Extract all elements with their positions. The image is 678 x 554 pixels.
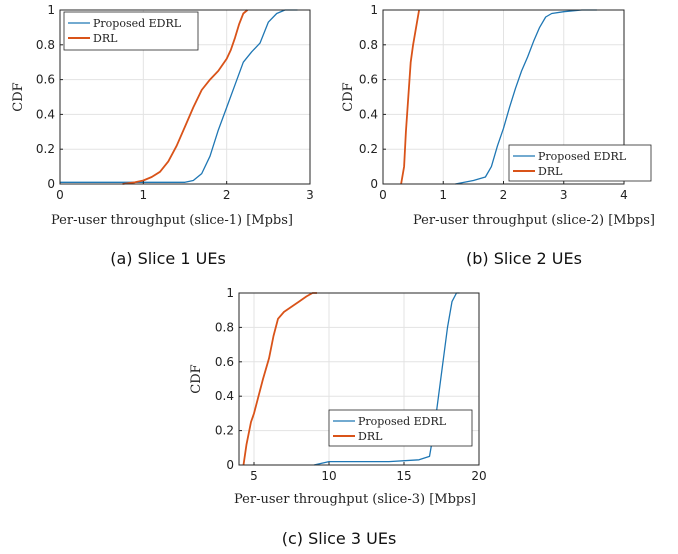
y-axis-label: CDF	[189, 364, 204, 393]
x-axis-label: Per-user throughput (slice-1) [Mpbs]	[51, 213, 293, 228]
figure-caption: (b) Slice 2 UEs	[466, 249, 582, 268]
series-line-drl	[242, 292, 317, 466]
y-tick-label: 1	[370, 3, 378, 17]
chart-3: 5 10 15 20 0 0.2 0.4 0.6 0.8 1 Per-user throughput…	[189, 286, 487, 548]
y-axis-label: CDF	[11, 82, 26, 111]
y-tick-label: 0.8	[359, 38, 378, 52]
figure-caption: (a) Slice 1 UEs	[110, 249, 226, 268]
axes-frame	[238, 292, 480, 466]
x-tick-label: 15	[396, 469, 411, 483]
y-tick-label: 1	[226, 286, 234, 300]
legend: Proposed EDRL DRL	[63, 11, 199, 51]
x-tick-label: 5	[250, 469, 258, 483]
x-tick-label: 4	[620, 188, 628, 202]
chart-1: 0 1 2 3 0 0.2 0.4 0.6 0.8 1 Per-user throughput (s…	[11, 3, 314, 268]
y-tick-label: 0.2	[36, 142, 55, 156]
axes-frame	[59, 9, 311, 185]
x-tick-label: 1	[140, 188, 148, 202]
series-line-drl	[122, 9, 249, 185]
legend-box	[63, 11, 199, 51]
legend-entry: DRL	[358, 430, 383, 443]
y-tick-label: 1	[47, 3, 55, 17]
legend: Proposed EDRL DRL	[508, 144, 652, 182]
series-line-drl	[400, 9, 420, 185]
legend-entry: Proposed EDRL	[358, 415, 447, 428]
legend-box	[328, 409, 473, 447]
x-tick-label: 0	[56, 188, 64, 202]
y-tick-label: 0	[47, 177, 55, 191]
chart-2: 0 1 2 3 4 0 0.2 0.4 0.6 0.8 1 Per-user throughput (…	[341, 3, 655, 268]
y-tick-label: 0.8	[215, 320, 234, 334]
y-tick-label: 0.2	[359, 142, 378, 156]
y-tick-label: 0.4	[215, 389, 234, 403]
figure-caption: (c) Slice 3 UEs	[282, 529, 397, 548]
legend-box	[508, 144, 652, 182]
x-tick-label: 10	[321, 469, 336, 483]
legend-entry: DRL	[93, 32, 118, 45]
y-tick-label: 0.4	[359, 107, 378, 121]
series-line-proposed-edrl	[60, 9, 298, 183]
series-line-proposed-edrl	[455, 9, 597, 185]
x-axis-label: Per-user throughput (slice-2) [Mbps]	[413, 213, 655, 228]
x-tick-label: 3	[306, 188, 314, 202]
y-tick-label: 0	[226, 458, 234, 472]
y-tick-label: 0	[370, 177, 378, 191]
x-tick-label: 0	[379, 188, 387, 202]
x-tick-label: 2	[500, 188, 508, 202]
x-axis-label: Per-user throughput (slice-3) [Mbps]	[234, 492, 476, 507]
legend-entry: DRL	[538, 165, 563, 178]
y-tick-label: 0.8	[36, 38, 55, 52]
y-tick-label: 0.2	[215, 424, 234, 438]
legend-entry: Proposed EDRL	[538, 150, 627, 163]
x-tick-label: 3	[560, 188, 568, 202]
x-tick-label: 20	[471, 469, 486, 483]
y-tick-label: 0.4	[36, 107, 55, 121]
y-tick-label: 0.6	[359, 73, 378, 87]
y-tick-label: 0.6	[215, 355, 234, 369]
y-tick-label: 0.6	[36, 73, 55, 87]
legend: Proposed EDRL DRL	[328, 409, 473, 447]
legend-entry: Proposed EDRL	[93, 17, 182, 30]
x-tick-label: 2	[223, 188, 231, 202]
x-tick-label: 1	[439, 188, 447, 202]
y-axis-label: CDF	[341, 82, 356, 111]
